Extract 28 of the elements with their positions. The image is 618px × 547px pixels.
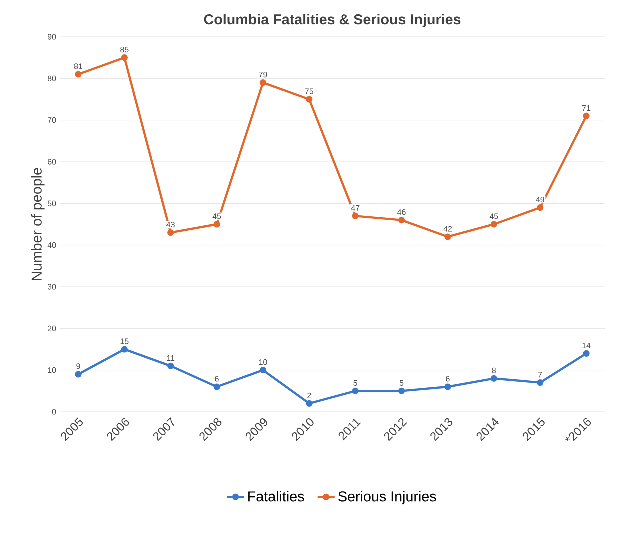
point: [537, 380, 544, 386]
point: [121, 54, 128, 62]
point: [306, 96, 313, 103]
point: [75, 71, 82, 78]
point: [168, 362, 174, 370]
point: [214, 221, 220, 228]
point: [214, 384, 220, 390]
point: [537, 204, 544, 212]
point: [490, 221, 498, 228]
point: [168, 230, 174, 236]
point: [444, 384, 452, 390]
chart-title: Columbia Fatalities & Serious Injuries: [204, 14, 461, 28]
point: [260, 80, 267, 86]
point: [444, 234, 452, 240]
point: [352, 212, 359, 220]
legend-label: Serious Injuries: [338, 491, 436, 505]
point: [260, 367, 267, 374]
y-axis-title: Number of people: [31, 168, 45, 280]
point: [352, 388, 359, 394]
legend-label: Fatalities: [248, 491, 304, 502]
point: [490, 375, 498, 382]
point: [583, 112, 590, 120]
point: [75, 371, 82, 378]
point: [121, 346, 128, 353]
point: [398, 217, 406, 224]
point: [398, 388, 406, 394]
point: [583, 350, 590, 357]
point: [306, 400, 313, 407]
